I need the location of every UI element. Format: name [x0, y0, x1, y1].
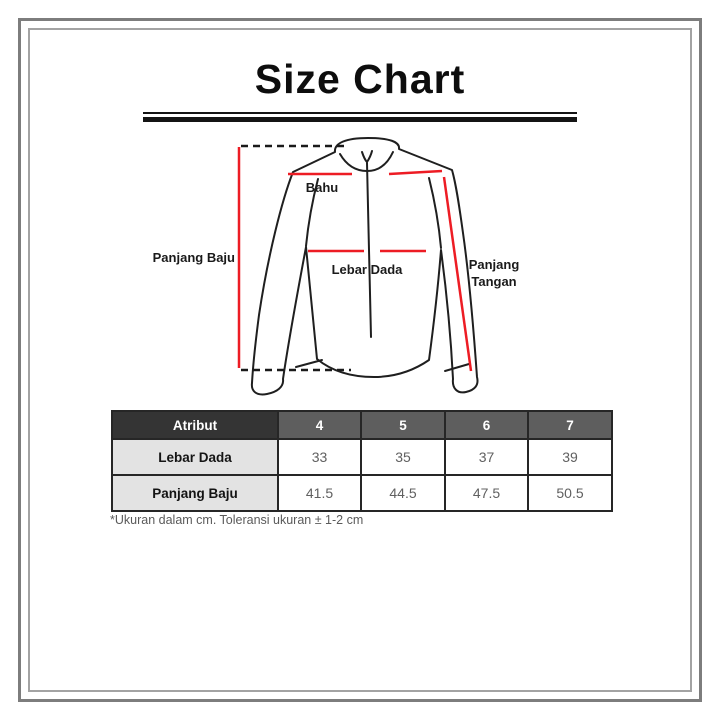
row-label: Lebar Dada	[111, 438, 279, 476]
table-cell: 39	[527, 438, 613, 476]
measure-line-panjang-tangan	[442, 176, 473, 372]
size-tolerance-note: *Ukuran dalam cm. Toleransi ukuran ± 1-2…	[110, 513, 364, 527]
header-cell-size-6: 6	[444, 410, 529, 440]
cuff-mark-right	[444, 363, 470, 372]
page-title: Size Chart	[254, 56, 466, 102]
label-bahu: Bahu	[305, 180, 339, 195]
table-row-lebar-dada: Lebar Dada 33 35 37 39	[111, 438, 613, 476]
shirt-outline	[250, 137, 479, 396]
title-rule-thin	[143, 112, 577, 114]
header-cell-size-7: 7	[527, 410, 613, 440]
header-cell-size-5: 5	[360, 410, 446, 440]
table-cell: 41.5	[277, 474, 362, 512]
table-cell: 35	[360, 438, 446, 476]
label-lebar-dada: Lebar Dada	[331, 262, 403, 277]
measure-line-bahu-right	[388, 169, 443, 176]
title-rule-thick	[143, 117, 577, 122]
table-cell: 47.5	[444, 474, 529, 512]
label-panjang-baju: Panjang Baju	[152, 250, 235, 265]
size-table-header-row: Atribut 4 5 6 7	[111, 410, 613, 440]
label-panjang-tangan: Panjang Tangan	[468, 257, 520, 289]
header-cell-size-4: 4	[277, 410, 362, 440]
size-table: Atribut 4 5 6 7 Lebar Dada 33 35 37 39 P…	[111, 410, 613, 512]
table-cell: 50.5	[527, 474, 613, 512]
table-cell: 33	[277, 438, 362, 476]
armhole-seam-right	[428, 177, 442, 249]
placket-line	[366, 162, 372, 338]
table-cell: 44.5	[360, 474, 446, 512]
inner-frame-border	[28, 28, 692, 692]
outer-frame-border	[18, 18, 702, 702]
table-cell: 37	[444, 438, 529, 476]
row-label: Panjang Baju	[111, 474, 279, 512]
table-row-panjang-baju: Panjang Baju 41.5 44.5 47.5 50.5	[111, 474, 613, 512]
cuff-mark-left	[295, 359, 323, 368]
armhole-seam-left	[305, 178, 319, 247]
header-cell-atribut: Atribut	[111, 410, 279, 440]
